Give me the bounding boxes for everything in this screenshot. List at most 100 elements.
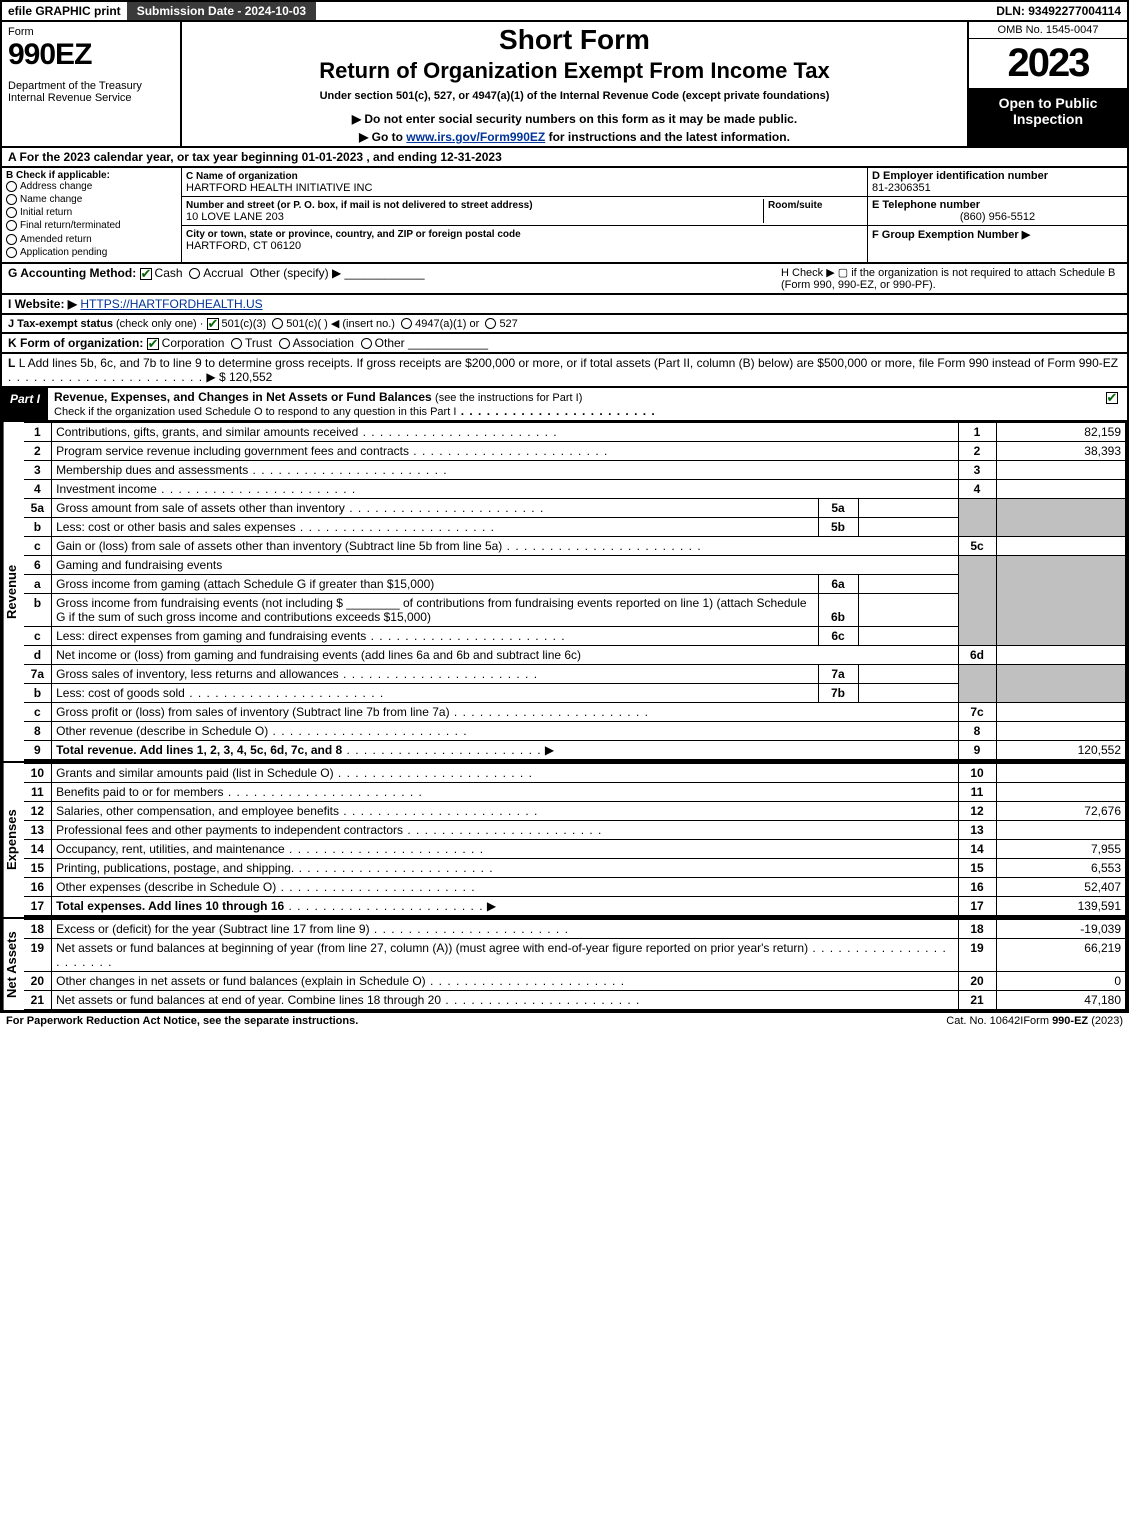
efile-print-label[interactable]: efile GRAPHIC print [2,2,127,20]
part-i-checknote: Check if the organization used Schedule … [54,406,456,418]
form-number: 990EZ [8,38,174,72]
line-20: 20Other changes in net assets or fund ba… [24,971,1126,990]
goto-tail: for instructions and the latest informat… [549,130,790,144]
part-i-title: Revenue, Expenses, and Changes in Net As… [54,390,432,404]
j-501c3[interactable] [207,318,219,330]
footer-right: Form 990-EZ (2023) [1023,1015,1123,1027]
line-16: 16Other expenses (describe in Schedule O… [24,877,1126,896]
l-text: L Add lines 5b, 6c, and 7b to line 9 to … [19,356,1118,370]
line-3: 3Membership dues and assessments3 [24,460,1126,479]
section-b: B Check if applicable: Address change Na… [2,168,182,262]
org-name-label: C Name of organization [186,171,298,182]
under-section: Under section 501(c), 527, or 4947(a)(1)… [188,90,961,102]
topbar: efile GRAPHIC print Submission Date - 20… [0,0,1129,22]
chk-address-change[interactable]: Address change [6,181,177,192]
l-amount: 120,552 [229,370,272,384]
row-l: L L Add lines 5b, 6c, and 7b to line 9 t… [0,354,1129,388]
org-name: HARTFORD HEALTH INITIATIVE INC [186,182,372,194]
line-15: 15Printing, publications, postage, and s… [24,858,1126,877]
line-5a: 5aGross amount from sale of assets other… [24,498,1126,517]
line-5c: cGain or (loss) from sale of assets othe… [24,536,1126,555]
open-public-inspection: Open to Public Inspection [969,89,1127,146]
line-2: 2Program service revenue including gover… [24,441,1126,460]
h-note: H Check ▶ ▢ if the organization is not r… [781,266,1121,291]
submission-date: Submission Date - 2024-10-03 [127,2,316,20]
chk-pending[interactable]: Application pending [6,247,177,258]
line-10: 10Grants and similar amounts paid (list … [24,763,1126,782]
chk-final-return[interactable]: Final return/terminated [6,220,177,231]
website-link[interactable]: HTTPS://HARTFORDHEALTH.US [80,297,262,311]
telephone: (860) 956-5512 [872,211,1123,223]
group-exemption-label: F Group Exemption Number ▶ [872,229,1030,241]
line-12: 12Salaries, other compensation, and empl… [24,801,1126,820]
netassets-vlabel: Net Assets [2,919,24,1010]
line-1: 1Contributions, gifts, grants, and simil… [24,422,1126,441]
line-4: 4Investment income4 [24,479,1126,498]
return-title: Return of Organization Exempt From Incom… [188,58,961,84]
chk-initial-return[interactable]: Initial return [6,207,177,218]
k-corp[interactable] [147,338,159,350]
netassets-table: 18Excess or (deficit) for the year (Subt… [24,919,1127,1010]
short-form-title: Short Form [188,24,961,56]
row-k: K Form of organization: Corporation Trus… [0,334,1129,354]
row-gh: G Accounting Method: Cash Accrual Other … [0,264,1129,295]
line-21: 21Net assets or fund balances at end of … [24,990,1126,1009]
k-assoc[interactable] [279,338,290,349]
city-label: City or town, state or province, country… [186,229,521,240]
chk-amended[interactable]: Amended return [6,234,177,245]
chk-name-change[interactable]: Name change [6,194,177,205]
line-6: 6Gaming and fundraising events [24,555,1126,574]
street: 10 LOVE LANE 203 [186,211,284,223]
goto-row: ▶ Go to www.irs.gov/Form990EZ for instru… [188,130,961,144]
row-j: J Tax-exempt status (check only one) · 5… [0,315,1129,334]
line-19: 19Net assets or fund balances at beginni… [24,938,1126,971]
revenue-vlabel: Revenue [2,422,24,761]
row-i: I Website: ▶ HTTPS://HARTFORDHEALTH.US [0,295,1129,315]
expenses-block: Expenses 10Grants and similar amounts pa… [0,761,1129,917]
goto-link[interactable]: www.irs.gov/Form990EZ [406,130,545,144]
j-label: J Tax-exempt status [8,318,113,330]
section-c: C Name of organization HARTFORD HEALTH I… [182,168,867,262]
street-label: Number and street (or P. O. box, if mail… [186,200,533,211]
k-trust[interactable] [231,338,242,349]
i-label: I Website: ▶ [8,297,77,311]
j-527[interactable] [485,318,496,329]
ssn-note: ▶ Do not enter social security numbers o… [188,112,961,126]
j-501c[interactable] [272,318,283,329]
ein-label: D Employer identification number [872,170,1048,182]
line-9: 9Total revenue. Add lines 1, 2, 3, 4, 5c… [24,740,1126,760]
city: HARTFORD, CT 06120 [186,240,301,252]
g-other: Other (specify) ▶ [250,266,341,280]
k-other[interactable] [361,338,372,349]
part-i-schedule-o-checkbox[interactable] [1106,392,1118,404]
dln: DLN: 93492277004114 [990,2,1127,20]
header-center: Short Form Return of Organization Exempt… [182,22,967,146]
line-18: 18Excess or (deficit) for the year (Subt… [24,919,1126,938]
g-accrual-checkbox[interactable] [189,268,200,279]
part-i-header: Part I Revenue, Expenses, and Changes in… [0,388,1129,422]
footer-left: For Paperwork Reduction Act Notice, see … [6,1015,946,1027]
line-17: 17Total expenses. Add lines 10 through 1… [24,896,1126,916]
g-cash-checkbox[interactable] [140,268,152,280]
line-11: 11Benefits paid to or for members11 [24,782,1126,801]
section-def: D Employer identification number 81-2306… [867,168,1127,262]
dept-label: Department of the Treasury Internal Reve… [8,80,174,104]
footer: For Paperwork Reduction Act Notice, see … [0,1012,1129,1029]
section-a: A For the 2023 calendar year, or tax yea… [0,148,1129,168]
revenue-block: Revenue 1Contributions, gifts, grants, a… [0,422,1129,761]
part-i-label: Part I [2,388,48,420]
form-label: Form [8,26,174,38]
line-7a: 7aGross sales of inventory, less returns… [24,664,1126,683]
expenses-table: 10Grants and similar amounts paid (list … [24,763,1127,917]
j-4947[interactable] [401,318,412,329]
revenue-table: 1Contributions, gifts, grants, and simil… [24,422,1127,761]
info-grid: B Check if applicable: Address change Na… [0,168,1129,264]
room-label: Room/suite [768,200,822,211]
g-label: G Accounting Method: [8,266,136,280]
header-right: OMB No. 1545-0047 2023 Open to Public In… [967,22,1127,146]
part-i-inst: (see the instructions for Part I) [435,392,582,404]
footer-center: Cat. No. 10642I [946,1015,1023,1027]
tel-label: E Telephone number [872,199,980,211]
line-7c: cGross profit or (loss) from sales of in… [24,702,1126,721]
ein: 81-2306351 [872,182,931,194]
